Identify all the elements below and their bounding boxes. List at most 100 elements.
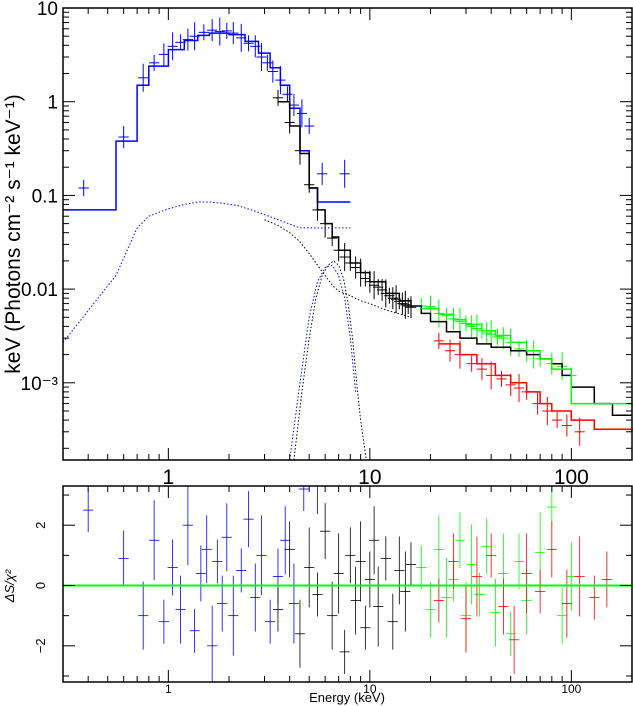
model-component-line (62, 201, 351, 343)
data-point (574, 417, 585, 446)
data-point (304, 118, 315, 135)
x-tick-label: 10 (363, 682, 377, 696)
residual-point (327, 581, 338, 650)
residual-point (228, 575, 239, 656)
data-point (339, 159, 350, 188)
residuals-axis-ticks: 1 10 100 2 0 −2 (33, 486, 633, 696)
residual-point (589, 575, 600, 620)
residual-point (320, 503, 331, 560)
residual-point (364, 551, 375, 608)
residual-point (369, 506, 380, 575)
residual-point (521, 533, 532, 614)
model-line (438, 343, 633, 432)
residual-point (207, 605, 218, 682)
residual-point (312, 572, 323, 617)
residual-point (175, 575, 186, 644)
data-point (256, 42, 267, 71)
data-point (481, 322, 492, 345)
data-point (272, 89, 284, 106)
x-tick-label: 100 (554, 466, 589, 489)
residual-point (601, 551, 612, 608)
residual-point (221, 503, 232, 572)
data-point (296, 99, 307, 128)
residual-point (272, 587, 284, 632)
data-point (350, 256, 361, 279)
residual-point (387, 593, 398, 650)
residual-point (448, 533, 459, 590)
data-point (433, 332, 444, 349)
residual-point (333, 533, 344, 614)
residual-point (557, 587, 568, 644)
residual-point (298, 486, 309, 512)
y-tick-label: 0.1 (32, 186, 58, 207)
residual-point (380, 536, 391, 581)
model-line (421, 307, 633, 408)
residual-point (474, 572, 485, 617)
data-point (267, 60, 278, 83)
data-point (317, 162, 328, 185)
residual-point (433, 515, 444, 584)
series-11-dotted-component (289, 264, 357, 461)
x-axis-title: Energy (keV) (309, 690, 385, 705)
residual-point (416, 545, 427, 590)
series-10-dotted-component (293, 260, 367, 461)
residual-series-3 (433, 521, 612, 674)
data-point (138, 63, 149, 92)
residual-point (546, 521, 557, 578)
model-component-line (293, 260, 367, 461)
residual-point (400, 551, 411, 632)
data-point (400, 290, 411, 319)
data-point (118, 126, 129, 149)
spectrum-y-axis-title: keV (Photons cm⁻² s⁻¹ keV⁻¹) (2, 94, 25, 373)
data-point (243, 35, 254, 52)
residual-point (425, 581, 436, 638)
residual-point (256, 515, 267, 596)
data-point (454, 307, 466, 336)
series-4-step-model (63, 32, 351, 211)
residual-point (83, 488, 94, 533)
residual-point (360, 605, 371, 650)
residual-point (339, 629, 350, 674)
residual-point (466, 524, 477, 605)
data-point (496, 370, 507, 387)
y-tick-label: 10⁻³ (21, 374, 59, 395)
data-point (561, 414, 572, 437)
series-7-step-model (438, 343, 633, 432)
residual-point (250, 563, 261, 632)
spectrum-marks (62, 17, 633, 461)
residual-point (195, 545, 206, 602)
data-point (513, 374, 525, 403)
data-point (149, 54, 160, 71)
data-point (405, 296, 417, 319)
residual-point (481, 518, 492, 575)
residual-point (441, 557, 452, 638)
series-0-crosses (78, 17, 350, 196)
y-tick-label: 1 (47, 93, 58, 114)
data-point (78, 179, 89, 196)
data-point (282, 86, 293, 103)
residual-point (294, 599, 306, 668)
series-9-dotted-component (264, 219, 412, 318)
residual-point (471, 536, 483, 617)
residual-point (288, 563, 300, 644)
residual-point (486, 533, 497, 578)
data-point (288, 94, 300, 117)
residual-point (355, 521, 366, 602)
residual-point (345, 527, 356, 584)
data-point (339, 243, 350, 272)
residual-series-1 (272, 503, 417, 674)
y-tick-label: 2 (33, 522, 48, 529)
residual-point (574, 536, 585, 617)
data-point (182, 28, 193, 51)
data-point (492, 328, 503, 345)
residual-point (561, 569, 572, 638)
y-tick-label: 0.01 (21, 280, 58, 301)
residual-point (509, 605, 520, 674)
residual-point (513, 533, 525, 590)
data-point (466, 315, 477, 338)
residuals-marks (63, 485, 632, 682)
y-tick-label: −2 (33, 638, 48, 653)
x-tick-label: 100 (561, 682, 581, 696)
spectrum-axis-ticks: 1 10 100 10 1 0.1 0.01 10⁻³ (21, 0, 633, 489)
residual-point (394, 536, 405, 605)
